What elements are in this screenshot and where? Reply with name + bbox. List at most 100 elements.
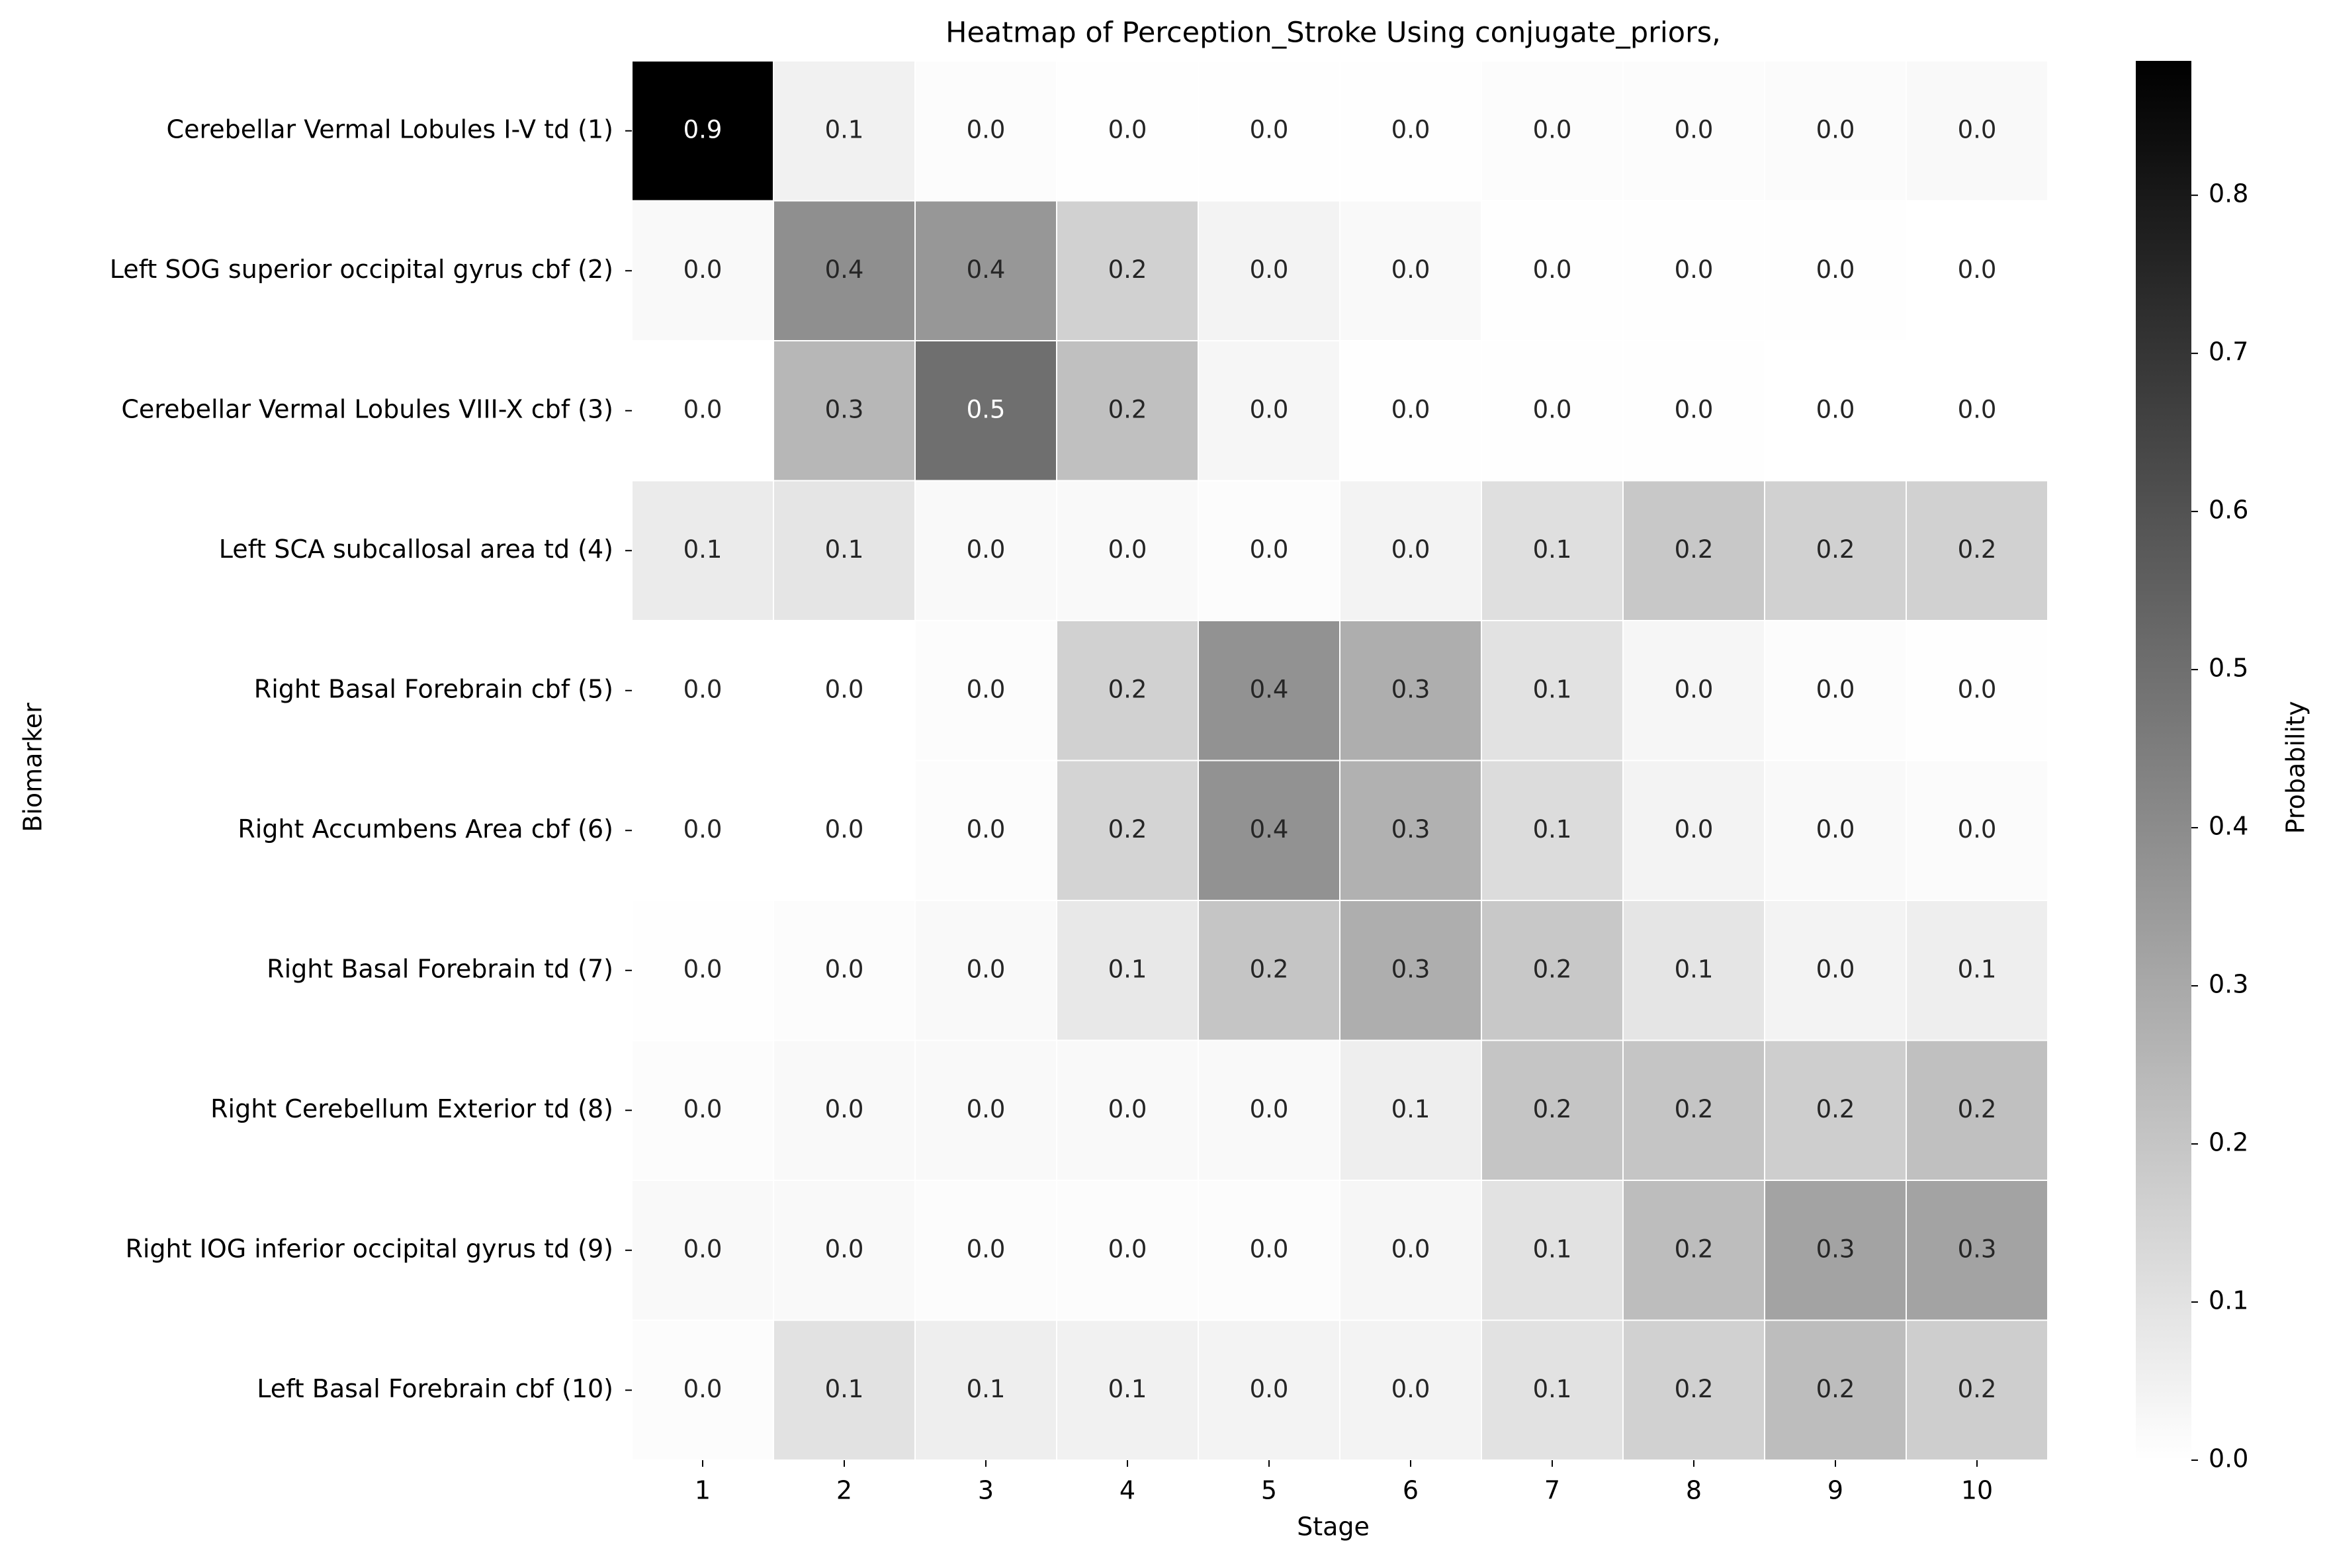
heatmap-cell (773, 900, 916, 1041)
heatmap-cell-label: 0.1 (1958, 955, 1997, 983)
heatmap-cell (914, 60, 1057, 202)
y-tick-label: Cerebellar Vermal Lobules VIII-X cbf (3) (121, 394, 613, 423)
heatmap-cell-label: 0.3 (1958, 1235, 1997, 1263)
heatmap-cell-label: 0.0 (1816, 815, 1855, 844)
x-axis-label: Stage (1297, 1512, 1370, 1542)
heatmap-cell-label: 0.0 (967, 535, 1006, 564)
heatmap-cell-label: 0.1 (1533, 675, 1572, 703)
heatmap-cell-label: 0.2 (1816, 535, 1855, 564)
heatmap-cell-label: 0.0 (967, 955, 1006, 983)
heatmap-cell-label: 0.3 (1391, 815, 1430, 844)
colorbar-tick-label: 0.4 (2209, 812, 2248, 841)
heatmap-cell-label: 0.0 (1675, 675, 1714, 703)
heatmap-cell-label: 0.2 (1816, 1095, 1855, 1123)
heatmap-cell-label: 0.0 (1675, 395, 1714, 423)
heatmap-cell (1198, 620, 1340, 762)
heatmap-cell-label: 0.0 (825, 815, 864, 844)
heatmap-cell (914, 1039, 1057, 1181)
heatmap-cell (1339, 900, 1482, 1041)
heatmap-cell (1906, 900, 2048, 1041)
heatmap-cell-label: 0.0 (1958, 395, 1997, 423)
heatmap-cell-label: 0.0 (825, 1095, 864, 1123)
heatmap-cell (1056, 1319, 1199, 1461)
heatmap-cell-label: 0.0 (1391, 535, 1430, 564)
heatmap-cell-label: 0.0 (1958, 255, 1997, 284)
y-tick-label: Right Cerebellum Exterior td (8) (210, 1094, 613, 1123)
heatmap-cell-label: 0.0 (1816, 955, 1855, 983)
heatmap-cell-label: 0.4 (1250, 675, 1289, 703)
heatmap-cell (1481, 480, 1624, 621)
x-tick-label: 3 (978, 1476, 994, 1505)
colorbar: 0.0 0.1 0.2 0.3 0.4 0.5 0.6 0.7 0.8 (2136, 61, 2248, 1473)
heatmap-cell (1056, 1039, 1199, 1181)
heatmap-cell-label: 0.3 (1391, 955, 1430, 983)
heatmap-cell-label: 0.0 (1250, 1375, 1289, 1403)
heatmap-cell-label: 0.3 (825, 395, 864, 423)
heatmap-cell-label: 0.4 (825, 255, 864, 284)
heatmap-cell-label: 0.1 (967, 1375, 1006, 1403)
heatmap-cell-label: 0.2 (1108, 395, 1147, 423)
x-tick-label: 8 (1686, 1476, 1702, 1505)
heatmap-cell-label: 0.0 (683, 255, 723, 284)
colorbar-tick-label: 0.8 (2209, 179, 2248, 208)
heatmap-cell-label: 0.3 (1816, 1235, 1855, 1263)
heatmap-cell (1622, 620, 1765, 762)
heatmap-cell-label: 0.0 (1391, 255, 1430, 284)
heatmap-cell-label: 0.1 (1391, 1095, 1430, 1123)
heatmap-cell (1764, 200, 1907, 341)
y-tick-label: Cerebellar Vermal Lobules I-V td (1) (167, 114, 613, 144)
heatmap-cell-label: 0.0 (1391, 115, 1430, 144)
heatmap-cell (1056, 200, 1199, 341)
heatmap-cell (1198, 200, 1340, 341)
heatmap-cell-label: 0.0 (825, 675, 864, 703)
heatmap-cell (1198, 1319, 1340, 1461)
heatmap-cell (773, 1180, 916, 1321)
heatmap-cell (1764, 1039, 1907, 1181)
heatmap-cell-label: 0.2 (1958, 1095, 1997, 1123)
heatmap-cell-label: 0.0 (1108, 535, 1147, 564)
y-tick-label: Left SCA subcallosal area td (4) (219, 535, 613, 564)
heatmap-cell-label: 0.0 (1108, 1235, 1147, 1263)
x-tick-label: 7 (1544, 1476, 1560, 1505)
x-tick-label: 1 (695, 1476, 711, 1505)
heatmap-cell-label: 0.0 (1108, 1095, 1147, 1123)
heatmap-cell (1906, 340, 2048, 482)
heatmap-cell-label: 0.0 (1250, 1235, 1289, 1263)
heatmap-cell-label: 0.2 (1958, 535, 1997, 564)
heatmap-cell-label: 0.0 (967, 1235, 1006, 1263)
colorbar-tick-label: 0.5 (2209, 654, 2248, 683)
heatmap-cell-label: 0.1 (1533, 815, 1572, 844)
heatmap-cell-label: 0.0 (1391, 1375, 1430, 1403)
heatmap-cell (1622, 1180, 1765, 1321)
heatmap-cell-label: 0.2 (1533, 1095, 1572, 1123)
heatmap-cell-label: 0.0 (1108, 115, 1147, 144)
heatmap-cell (1198, 760, 1340, 901)
heatmap-cell (1622, 60, 1765, 202)
y-tick-label: Left Basal Forebrain cbf (10) (257, 1374, 613, 1403)
colorbar-label: Probability (2281, 701, 2310, 834)
heatmap-cell-label: 0.0 (967, 1095, 1006, 1123)
heatmap-cell (773, 1319, 916, 1461)
y-axis-ticks: Cerebellar Vermal Lobules I-V td (1) Left… (110, 114, 632, 1403)
heatmap-cell (631, 340, 774, 482)
heatmap-cell (773, 620, 916, 762)
heatmap-cell-label: 0.0 (825, 955, 864, 983)
heatmap-cell (773, 1039, 916, 1181)
x-tick-label: 4 (1120, 1476, 1135, 1505)
heatmap-cell-label: 0.0 (1250, 115, 1289, 144)
heatmap-cell (1198, 60, 1340, 202)
heatmap-cell (1764, 900, 1907, 1041)
heatmap-cell (631, 1319, 774, 1461)
colorbar-tick-label: 0.7 (2209, 337, 2248, 367)
heatmap-cell (1906, 1180, 2048, 1321)
heatmap-cell-label: 0.0 (1250, 1095, 1289, 1123)
heatmap-cell (773, 200, 916, 341)
heatmap-cell (1056, 60, 1199, 202)
heatmap-cell (914, 620, 1057, 762)
heatmap-cell (1481, 200, 1624, 341)
heatmap-cell (1906, 1319, 2048, 1461)
heatmap-cell-label: 0.0 (1250, 535, 1289, 564)
x-tick-label: 2 (836, 1476, 852, 1505)
heatmap-cell (1481, 760, 1624, 901)
